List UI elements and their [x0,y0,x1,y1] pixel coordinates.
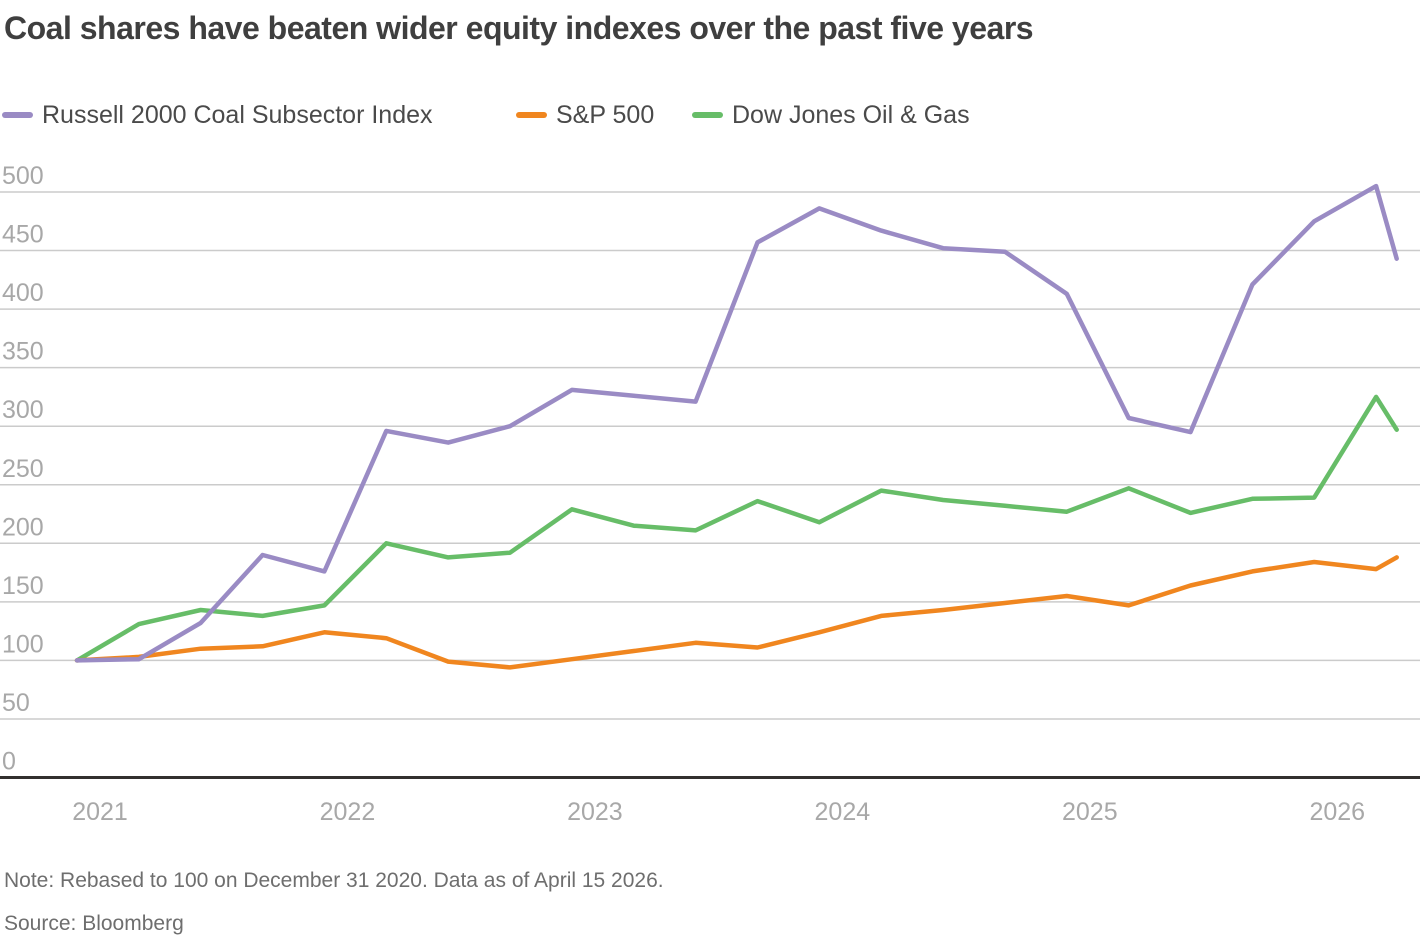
legend-item-dow-jones-oil-gas: Dow Jones Oil & Gas [692,99,970,131]
x-tick-label-2024: 2024 [815,798,871,826]
x-tick-label-2023: 2023 [567,798,623,826]
y-tick-label-150: 150 [2,572,44,600]
series-line-russell-2000-coal-subsector-index [74,183,1399,663]
y-tick-label-500: 500 [2,162,44,190]
legend-swatch-icon [692,112,723,118]
legend-item-russell-2000-coal-subsector-index: Russell 2000 Coal Subsector Index [2,99,433,131]
x-tick-label-2025: 2025 [1062,798,1118,826]
y-tick-label-400: 400 [2,279,44,307]
legend-item-sp-500: S&P 500 [516,99,654,131]
series-line-s-p-500 [74,555,1399,670]
y-tick-label-100: 100 [2,630,44,658]
y-tick-label-250: 250 [2,455,44,483]
y-tick-label-350: 350 [2,338,44,366]
legend-swatch-icon [2,112,33,118]
series-line-dow-jones-oil-gas [74,394,1399,663]
y-tick-label-300: 300 [2,396,44,424]
chart-source: Source: Bloomberg [4,912,184,935]
chart-note: Note: Rebased to 100 on December 31 2020… [4,869,664,892]
legend-label: S&P 500 [556,100,655,129]
x-tick-label-2022: 2022 [320,798,376,826]
legend-label: Russell 2000 Coal Subsector Index [42,100,433,129]
y-tick-label-200: 200 [2,513,44,541]
chart-title: Coal shares have beaten wider equity ind… [4,10,1034,46]
legend-swatch-icon [516,112,547,118]
x-tick-label-2021: 2021 [72,798,128,826]
legend-label: Dow Jones Oil & Gas [732,100,970,129]
legend: Russell 2000 Coal Subsector Index S&P 50… [0,99,1420,131]
y-tick-label-450: 450 [2,221,44,249]
y-tick-label-50: 50 [2,689,30,717]
x-tick-label-2026: 2026 [1309,798,1365,826]
y-tick-label-0: 0 [2,748,16,776]
